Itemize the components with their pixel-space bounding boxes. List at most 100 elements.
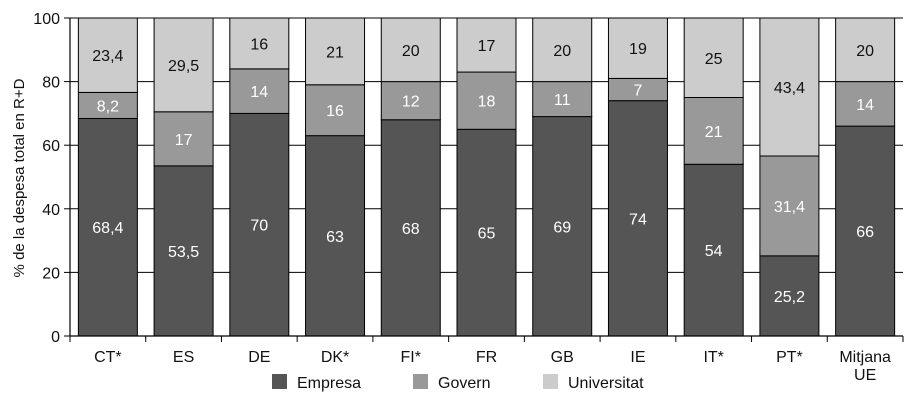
bar-segment <box>380 119 441 337</box>
data-label: 68 <box>402 221 420 238</box>
bar-segment <box>835 17 896 83</box>
bar-stack: 74 7 19 <box>607 17 668 337</box>
data-label: 16 <box>326 103 344 120</box>
data-label: 69 <box>553 219 571 236</box>
data-label: 17 <box>478 38 496 55</box>
data-label: 70 <box>250 218 268 235</box>
bar-segment <box>380 81 441 121</box>
y-tick-labels: 0 20 40 60 80 100 <box>33 11 60 346</box>
data-label: 14 <box>250 84 268 101</box>
data-label: 68,4 <box>92 220 123 237</box>
bar-segment <box>607 17 668 79</box>
data-label: 21 <box>705 124 723 141</box>
bar-segment <box>229 112 290 337</box>
bar-stack: 25,2 31,4 43,4 <box>759 17 820 337</box>
legend-swatch <box>413 374 428 389</box>
bar-stack: 68 12 20 <box>380 17 441 337</box>
bar-segment <box>77 17 138 93</box>
legend-label: Empresa <box>297 375 361 392</box>
x-tick-label: GB <box>551 349 574 366</box>
bar-stack: 65 18 17 <box>456 17 517 337</box>
legend-label: Govern <box>438 375 490 392</box>
bar-segment <box>456 17 517 73</box>
bar-segment <box>532 17 593 83</box>
data-label: 7 <box>634 83 643 100</box>
x-tick-label: Mitjana <box>839 349 891 366</box>
x-tick-label: DK* <box>321 349 349 366</box>
y-tick-label: 0 <box>51 329 60 346</box>
data-label: 11 <box>554 92 571 109</box>
data-label: 63 <box>326 229 344 246</box>
bar-segment <box>683 97 744 165</box>
data-label: 65 <box>478 226 496 243</box>
bar-segment <box>607 100 668 337</box>
data-label: 66 <box>856 224 874 241</box>
data-label: 16 <box>250 36 268 53</box>
y-tick-label: 100 <box>33 11 60 28</box>
x-tick-label: IE <box>630 349 645 366</box>
data-label: 25 <box>705 51 723 68</box>
legend-label: Universitat <box>568 375 644 392</box>
bar-segment <box>380 17 441 83</box>
x-tick-label: ES <box>173 349 194 366</box>
bar-segment <box>759 155 820 257</box>
bar-segment <box>77 117 138 337</box>
y-tick-label: 60 <box>42 138 60 155</box>
data-label: 21 <box>326 44 344 61</box>
bar-stack: 54 21 25 <box>683 17 744 337</box>
data-label: 53,5 <box>168 244 199 261</box>
data-label: 14 <box>856 97 874 114</box>
bar-stack: 66 14 20 <box>835 17 896 337</box>
data-label: 25,2 <box>774 289 805 306</box>
data-label: 43,4 <box>774 80 805 97</box>
data-label: 18 <box>478 94 496 111</box>
data-label: 20 <box>402 43 420 60</box>
x-tick-label: FI* <box>401 349 421 366</box>
data-label: 54 <box>705 243 723 260</box>
data-label: 17 <box>175 132 193 149</box>
y-axis-label: % de la despesa total en R+D <box>11 78 28 277</box>
legend-swatch <box>543 374 558 389</box>
data-label: 8,2 <box>97 98 119 115</box>
bar-segment <box>683 17 744 98</box>
x-tick-label: IT* <box>703 349 723 366</box>
bar-stack: 53,5 17 29,5 <box>153 17 214 337</box>
data-label: 20 <box>856 43 874 60</box>
data-label: 74 <box>629 211 647 228</box>
x-tick-label: DE <box>248 349 270 366</box>
data-label: 20 <box>553 43 571 60</box>
x-tick-label: UE <box>854 367 876 384</box>
bar-segment <box>229 17 290 70</box>
x-tick-label: FR <box>476 349 497 366</box>
bar-segment <box>532 116 593 337</box>
bar-stack: 68,4 8,2 23,4 <box>77 17 138 337</box>
bar-segment <box>153 17 214 113</box>
bar-segment <box>683 163 744 337</box>
data-label: 23,4 <box>92 48 123 65</box>
bar-segment <box>305 17 366 86</box>
legend-swatch <box>272 374 287 389</box>
x-tick-label: CT* <box>94 349 122 366</box>
data-label: 19 <box>629 41 647 58</box>
data-label: 31,4 <box>774 199 805 216</box>
bar-segment <box>759 17 820 157</box>
bar-segment <box>456 71 517 130</box>
bar-stack: 70 14 16 <box>229 17 290 337</box>
bar-segment <box>77 91 138 119</box>
bar-segment <box>456 128 517 337</box>
bar-segment <box>532 81 593 118</box>
data-label: 12 <box>402 94 420 111</box>
axes <box>64 17 904 342</box>
bar-segment <box>229 68 290 114</box>
bar-segment <box>759 255 820 337</box>
legend: Empresa Govern Universitat <box>272 374 644 392</box>
bar-segment <box>305 135 366 337</box>
y-tick-label: 20 <box>42 265 60 282</box>
bar-stack: 63 16 21 <box>305 17 366 337</box>
bars: 68,48,223,453,51729,57014166316216812206… <box>77 17 896 337</box>
bar-stack: 69 11 20 <box>532 17 593 337</box>
y-tick-label: 40 <box>42 202 60 219</box>
data-label: 29,5 <box>168 58 199 75</box>
